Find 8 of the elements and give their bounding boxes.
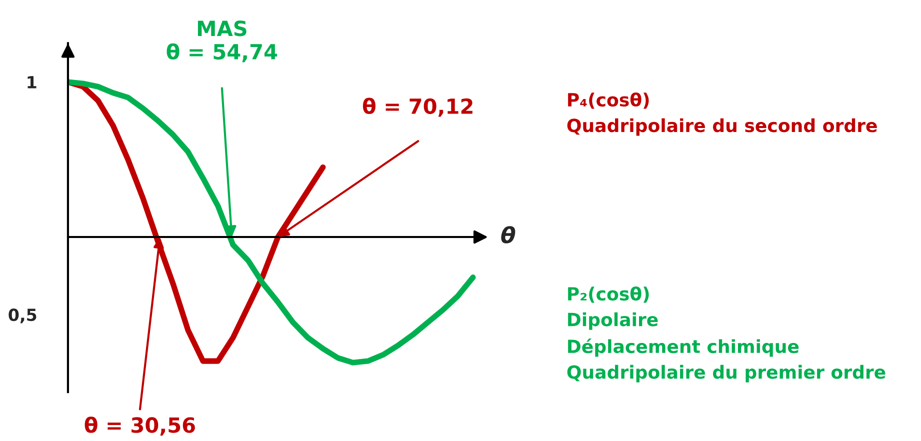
y-tick-label: 0,5 [8, 308, 36, 324]
text: P₄(cosθ) Quadripolaire du second ordre [567, 92, 877, 136]
y-tick-label: 1 [28, 76, 36, 88]
x-axis-title: θ [501, 226, 516, 244]
text: P₂(cosθ) Dipolaire Déplacement chimique Quadripolaire du premier ordre [567, 286, 886, 382]
text: θ = 30,56 [84, 416, 195, 436]
annotation: θ = 70,12 [362, 98, 472, 117]
annotation: MAS θ = 54,74 [166, 20, 278, 62]
